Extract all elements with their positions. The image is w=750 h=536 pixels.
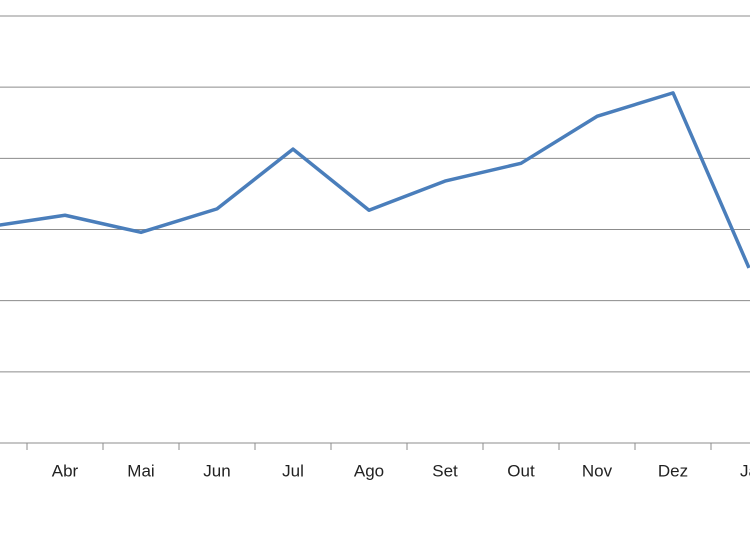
x-tick-label: Mai [127,461,154,480]
x-tick-label: Ja [740,461,750,480]
x-tick-label: Set [432,461,458,480]
x-tick-label: Ago [354,461,384,480]
x-tick-label: Jun [203,461,230,480]
x-tick-label: Abr [52,461,79,480]
x-tick-label: Dez [658,461,688,480]
x-tick-label: Out [507,461,535,480]
data-line [0,91,750,269]
x-tick-label: Jul [282,461,304,480]
x-tick-label: Nov [582,461,613,480]
